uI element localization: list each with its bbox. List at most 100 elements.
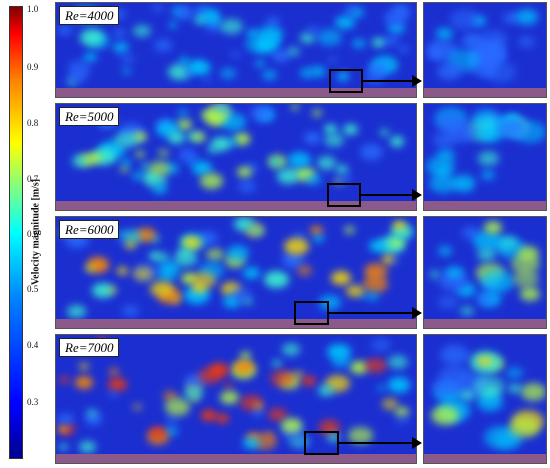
velocity-blob [476,292,494,305]
velocity-blob [164,163,179,174]
velocity-blob [335,165,348,174]
velocity-blob [323,132,345,148]
reynolds-label: Re=4000 [59,6,120,25]
velocity-blob [120,53,136,65]
velocity-blob [477,247,497,261]
velocity-blob [108,286,117,293]
velocity-blob [151,235,161,243]
velocity-blob [58,425,68,432]
velocity-blob [264,270,290,289]
velocity-blob [509,417,539,438]
flow-field-panel-re4000: Re=4000 [55,2,417,98]
velocity-blob [190,60,206,72]
velocity-blob [282,343,301,356]
colorbar-title: Velocity magnitude [m/s] [30,178,42,286]
velocity-blob [191,160,213,176]
velocity-blob [236,166,253,178]
velocity-blob [309,65,326,78]
velocity-blob [362,275,389,294]
velocity-blob [428,270,442,280]
velocity-blob [226,137,238,146]
zoom-region-box [304,431,339,455]
velocity-blob [384,10,408,27]
velocity-blob [481,170,496,181]
velocity-blob [243,267,260,279]
colorbar-tick: 0.6 [27,229,39,239]
velocity-blob [113,28,127,38]
velocity-blob [352,38,367,49]
velocity-blob [336,173,352,184]
velocity-blob [439,344,469,366]
velocity-blob [306,25,320,35]
velocity-blob [348,426,374,444]
velocity-blob [349,7,365,18]
velocity-blob [281,252,305,269]
velocity-blob [438,295,458,309]
colorbar-tick: 1.0 [27,4,39,14]
velocity-blob [387,355,408,370]
velocity-blob [208,109,228,123]
velocity-blob [318,294,342,311]
velocity-blob [116,267,128,276]
velocity-blob [465,34,480,45]
velocity-blob [251,408,264,417]
zoom-region-box [327,183,361,207]
velocity-blob [114,132,137,148]
flow-field-panel-re5000: Re=5000 [55,103,417,211]
velocity-blob [360,143,384,161]
velocity-blob [287,47,301,57]
velocity-blob [201,410,217,422]
velocity-blob [163,425,179,437]
velocity-blob [436,63,462,81]
wall-bar [424,201,546,210]
velocity-blob [313,235,324,243]
velocity-blob [332,354,352,368]
velocity-blob [472,230,503,252]
velocity-blob [71,154,89,167]
velocity-blob [517,35,535,48]
velocity-blob [243,437,261,450]
velocity-blob [271,359,282,367]
velocity-blob [244,162,260,174]
velocity-blob [484,221,503,234]
velocity-blob [389,136,405,147]
velocity-blob [276,168,300,185]
velocity-blob [508,383,522,394]
velocity-blob [431,378,459,397]
velocity-blob [150,280,174,298]
velocity-blob [381,254,396,264]
velocity-blob [178,56,190,65]
velocity-blob [510,253,541,275]
velocity-blob [108,390,119,398]
velocity-blob [427,47,446,60]
velocity-blob [382,398,399,410]
velocity-blob [395,415,409,425]
velocity-blob [132,267,153,282]
velocity-blob [85,408,98,417]
velocity-blob [249,104,273,121]
velocity-blob [379,128,390,136]
velocity-blob [281,418,302,433]
velocity-blob [342,123,359,135]
velocity-blob [133,24,152,38]
velocity-blob [79,362,89,370]
wall-bar [424,319,546,328]
velocity-blob [293,232,307,242]
velocity-blob [176,7,196,21]
velocity-blob [304,132,321,144]
velocity-blob [118,239,127,246]
velocity-blob [366,291,380,301]
velocity-blob [328,56,338,64]
velocity-blob [142,170,159,183]
velocity-blob [194,17,205,25]
velocity-blob [59,444,68,451]
velocity-blob [148,160,170,176]
velocity-blob [251,226,263,235]
velocity-blob [122,68,131,75]
velocity-blob [205,21,221,33]
velocity-blob [296,440,309,449]
velocity-blob [79,441,97,453]
velocity-blob [435,165,451,176]
velocity-blob [287,151,311,168]
velocity-blob [305,173,323,186]
